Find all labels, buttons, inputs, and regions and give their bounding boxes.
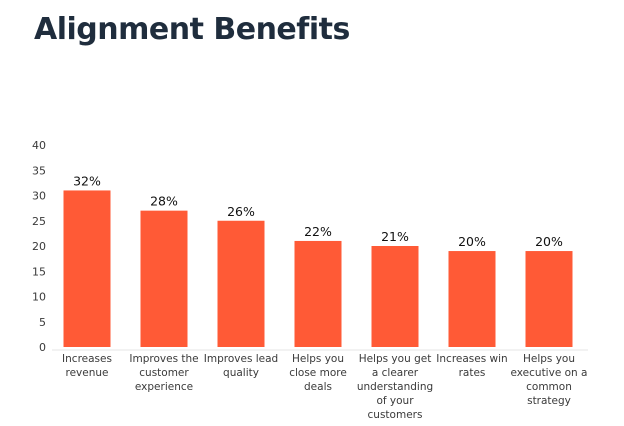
category-label-7: Helps you executive on a common strategy [511, 353, 588, 407]
y-tick-label-25: 25 [32, 215, 46, 228]
y-tick-label-40: 40 [32, 139, 46, 152]
y-tick-label-20: 20 [32, 240, 46, 253]
data-label-7: 20% [535, 234, 563, 249]
y-tick-label-10: 10 [32, 291, 46, 304]
chart-title: Alignment Benefits [34, 12, 350, 47]
bar-1 [63, 190, 111, 347]
y-tick-label-35: 35 [32, 164, 46, 177]
y-axis: 0 5 10 15 20 25 30 35 40 [32, 139, 46, 354]
category-label-4: Helps you close more deals [289, 353, 347, 393]
data-label-1: 32% [73, 173, 101, 188]
bar-6 [448, 251, 496, 347]
category-label-2: Improves the customer experience [129, 353, 198, 393]
category-label-1: Increases revenue [62, 353, 112, 379]
bar-7 [525, 251, 573, 347]
y-tick-label-15: 15 [32, 265, 46, 278]
data-label-4: 22% [304, 224, 332, 239]
y-tick-label-0: 0 [39, 341, 46, 354]
category-labels: Increases revenue Improves the customer expe… [62, 353, 587, 421]
bar-2 [140, 210, 188, 347]
data-label-6: 20% [458, 234, 486, 249]
value-labels: 32% 28% 26% 22% 21% 20% 20% [73, 173, 563, 249]
data-label-3: 26% [227, 204, 255, 219]
y-tick-label-5: 5 [39, 316, 46, 329]
category-label-5: Helps you get a clearer understanding of yo… [357, 353, 433, 421]
category-label-3: Improves lead quality [204, 353, 278, 379]
bar-5 [371, 246, 419, 347]
y-tick-label-30: 30 [32, 190, 46, 203]
bar-3 [217, 220, 265, 347]
data-label-2: 28% [150, 194, 178, 209]
data-label-5: 21% [381, 229, 409, 244]
bars [63, 190, 573, 347]
bar-4 [294, 240, 342, 347]
category-label-6: Increases win rates [436, 353, 507, 379]
